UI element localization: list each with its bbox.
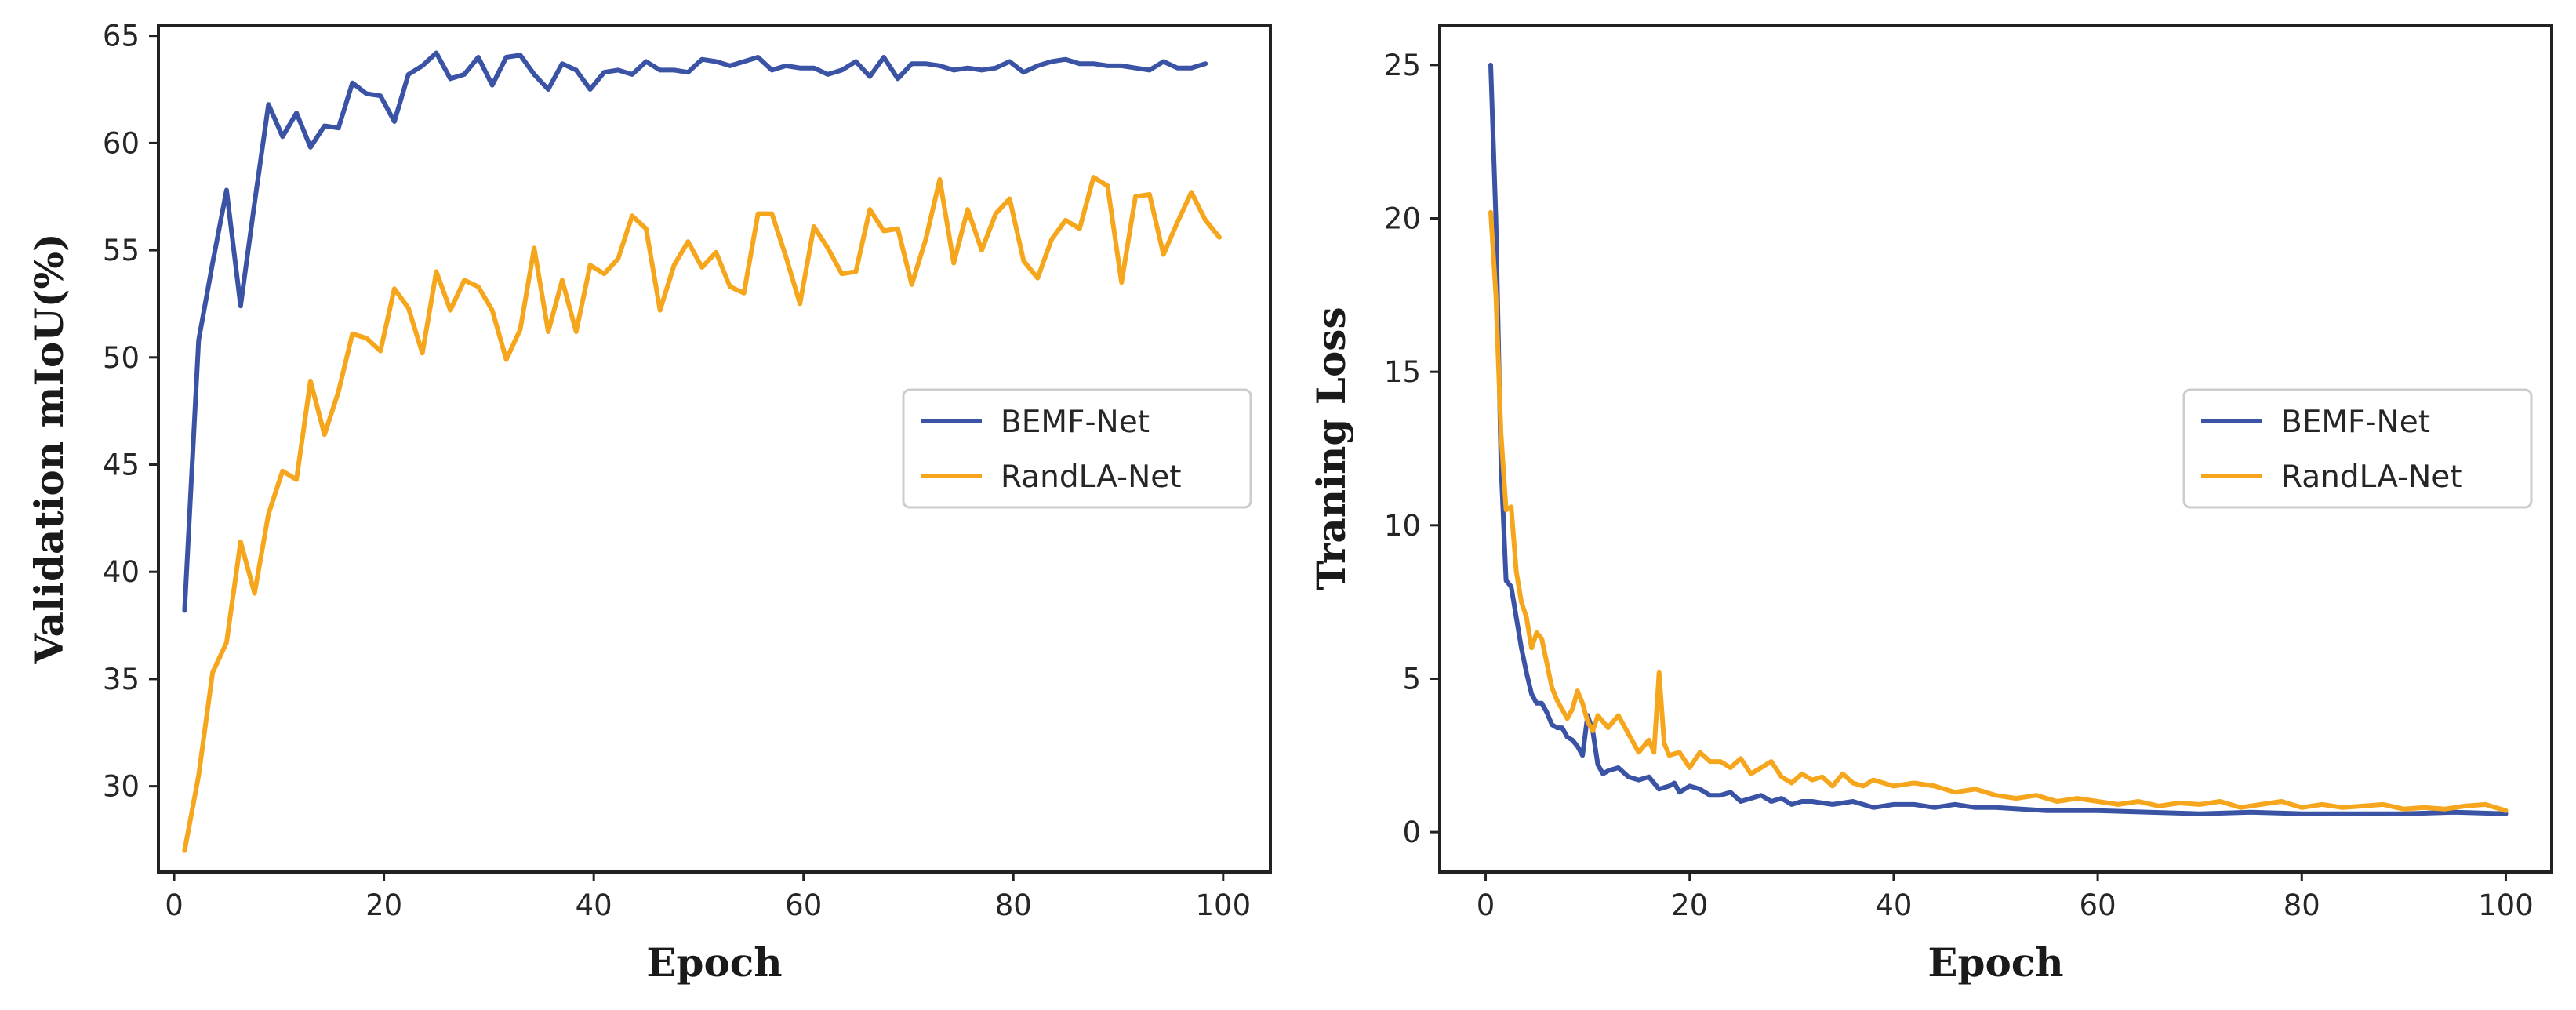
- right-legend-randla-label: RandLA-Net: [2281, 460, 2462, 495]
- left-legend-frame: [902, 388, 1252, 509]
- right-ytick-label-10: 10: [1384, 509, 1421, 543]
- left-chart-frame: [157, 24, 1272, 874]
- left-legend-bemf-label: BEMF-Net: [1001, 405, 1150, 440]
- right-ytick-label-20: 20: [1384, 202, 1421, 236]
- left-xtick-label-0: 0: [165, 888, 183, 922]
- left-ytick-label-35: 35: [103, 663, 140, 696]
- right-series-randla-net-line: [1488, 209, 2509, 813]
- right-chart-ylabel: Traning Loss: [1308, 307, 1354, 590]
- right-chart-lines: [1488, 62, 2509, 816]
- right-ytick-label-15: 15: [1384, 355, 1421, 389]
- left-chart-legend: BEMF-Net RandLA-Net: [902, 388, 1252, 509]
- right-chart-ticks: 0 20 40 60 80 100 0 5 10 15 20 25: [1384, 49, 2534, 922]
- left-series-bemf-net-line: [182, 50, 1208, 613]
- right-chart-frame: [1438, 24, 2553, 874]
- left-chart-lines: [182, 50, 1222, 853]
- left-ytick-label-40: 40: [103, 555, 140, 589]
- left-chart-xlabel: Epoch: [646, 939, 782, 986]
- right-xtick-label-0: 0: [1477, 888, 1495, 922]
- right-chart-legend: BEMF-Net RandLA-Net: [2182, 388, 2533, 509]
- left-xtick-label-60: 60: [785, 888, 822, 922]
- left-legend-randla-label: RandLA-Net: [1001, 460, 1182, 495]
- left-xtick-label-100: 100: [1195, 888, 1251, 922]
- left-ytick-label-60: 60: [103, 126, 140, 160]
- right-xtick-label-80: 80: [2284, 888, 2320, 922]
- right-chart-xlabel: Epoch: [1927, 939, 2063, 986]
- right-xtick-label-40: 40: [1875, 888, 1912, 922]
- left-ytick-label-65: 65: [103, 20, 140, 53]
- left-xtick-label-40: 40: [576, 888, 612, 922]
- right-ytick-label-25: 25: [1384, 49, 1421, 82]
- right-xtick-label-60: 60: [2080, 888, 2116, 922]
- left-xtick-label-20: 20: [365, 888, 402, 922]
- right-xtick-label-100: 100: [2478, 888, 2534, 922]
- right-chart-panel: 0 20 40 60 80 100 0 5 10 15 20 25 Epoch Traning Los…: [1308, 24, 2553, 986]
- left-chart-ticks: 0 20 40 60 80 100 30 35 40 45 50 55 60 65: [103, 20, 1251, 922]
- left-series-randla-net-line: [182, 175, 1222, 853]
- left-chart-ylabel: Validation mIoU(%): [26, 233, 72, 664]
- left-ytick-label-45: 45: [103, 449, 140, 482]
- left-chart-panel: 0 20 40 60 80 100 30 35 40 45 50 55 60 65 Epoch Valid…: [26, 20, 1272, 986]
- right-ytick-label-0: 0: [1402, 816, 1421, 849]
- right-xtick-label-20: 20: [1671, 888, 1708, 922]
- left-ytick-label-55: 55: [103, 234, 140, 267]
- right-ytick-label-5: 5: [1402, 662, 1421, 696]
- left-ytick-label-30: 30: [103, 770, 140, 804]
- left-xtick-label-80: 80: [995, 888, 1032, 922]
- left-ytick-label-50: 50: [103, 341, 140, 375]
- right-series-bemf-net-line: [1488, 62, 2509, 816]
- right-legend-bemf-label: BEMF-Net: [2281, 405, 2430, 440]
- right-legend-frame: [2182, 388, 2533, 509]
